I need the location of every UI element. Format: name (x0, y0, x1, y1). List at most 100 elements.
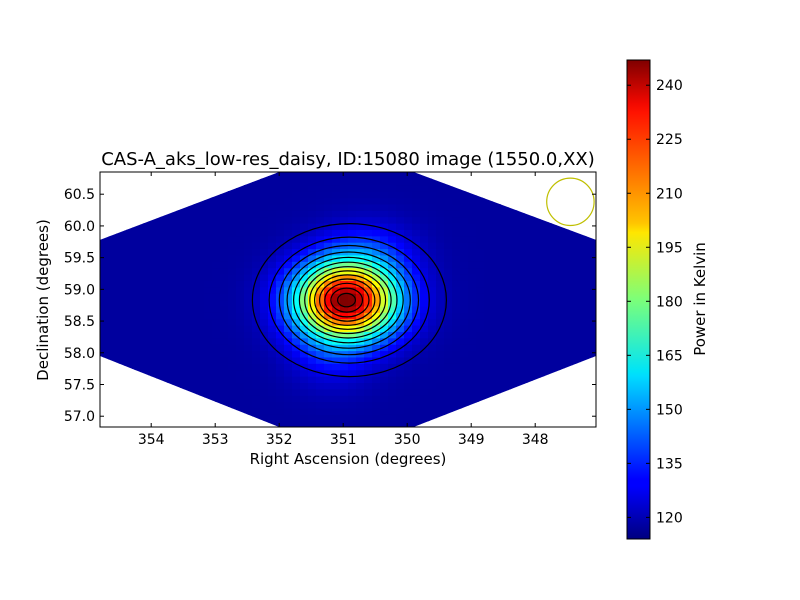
map-cell (156, 312, 165, 320)
map-cell (452, 344, 461, 352)
map-cell (316, 312, 325, 320)
map-cell (244, 223, 253, 230)
map-cell (356, 216, 365, 224)
map-cell (196, 216, 205, 224)
map-cell (284, 376, 293, 383)
map-cell (516, 318, 525, 326)
map-cell (388, 382, 397, 390)
map-cell (412, 376, 421, 383)
map-cell (324, 254, 333, 262)
map-cell (156, 344, 165, 352)
map-cell (324, 274, 333, 281)
map-cell (244, 318, 253, 326)
map-cell (284, 344, 293, 352)
map-cell (292, 395, 301, 403)
map-cell (236, 274, 245, 281)
map-cell (172, 286, 181, 294)
map-cell (532, 363, 541, 371)
map-cell (332, 210, 341, 218)
map-cell (356, 191, 365, 199)
map-cell (212, 312, 221, 320)
map-cell (556, 299, 565, 307)
map-cell (348, 369, 357, 377)
map-cell (172, 376, 181, 383)
map-cell (188, 235, 197, 243)
map-cell (388, 420, 397, 427)
map-cell (228, 223, 237, 230)
map-cell (196, 203, 205, 211)
map-cell (556, 325, 565, 332)
map-cell (284, 318, 293, 326)
map-cell (420, 197, 429, 205)
map-cell (332, 197, 341, 205)
map-cell (100, 286, 109, 294)
map-cell (380, 229, 389, 237)
map-cell (220, 210, 229, 218)
map-cell (196, 299, 205, 307)
map-cell (460, 203, 469, 211)
map-cell (476, 235, 485, 243)
map-cell (460, 242, 469, 250)
map-cell (564, 267, 573, 275)
map-cell (340, 210, 349, 218)
map-cell (564, 305, 573, 313)
map-cell (388, 267, 397, 275)
map-cell (204, 267, 213, 275)
map-cell (124, 337, 133, 345)
map-cell (428, 216, 437, 224)
map-cell (188, 376, 197, 383)
map-cell (292, 254, 301, 262)
map-cell (348, 407, 357, 415)
map-cell (260, 363, 269, 371)
map-cell (316, 414, 325, 422)
map-cell (268, 388, 277, 396)
map-cell (452, 254, 461, 262)
map-cell (580, 350, 589, 358)
map-cell (196, 210, 205, 218)
map-cell (364, 280, 373, 288)
map-cell (308, 299, 317, 307)
map-cell (484, 286, 493, 294)
map-cell (372, 197, 381, 205)
map-cell (276, 267, 285, 275)
map-cell (260, 337, 269, 345)
map-cell (484, 325, 493, 332)
map-cell (244, 261, 253, 269)
map-cell (220, 267, 229, 275)
map-cell (260, 229, 269, 237)
map-cell (420, 382, 429, 390)
map-cell (276, 242, 285, 250)
map-cell (508, 356, 517, 364)
map-cell (468, 299, 477, 307)
map-cell (228, 318, 237, 326)
map-cell (132, 299, 141, 307)
map-cell (556, 248, 565, 256)
map-cell (388, 401, 397, 409)
map-cell (468, 344, 477, 352)
map-cell (404, 376, 413, 383)
map-cell (484, 344, 493, 352)
map-cell (476, 325, 485, 332)
map-cell (324, 293, 333, 301)
map-cell (364, 363, 373, 371)
map-cell (332, 178, 341, 186)
map-cell (220, 286, 229, 294)
map-cell (460, 318, 469, 326)
map-cell (428, 223, 437, 230)
map-cell (316, 331, 325, 339)
map-cell (468, 280, 477, 288)
map-cell (188, 344, 197, 352)
map-cell (588, 331, 596, 339)
map-cell (356, 331, 365, 339)
map-cell (300, 184, 309, 192)
map-cell (516, 286, 525, 294)
map-cell (164, 312, 173, 320)
map-cell (356, 369, 365, 377)
map-cell (372, 299, 381, 307)
map-cell (444, 369, 453, 377)
map-cell (420, 337, 429, 345)
map-cell (124, 267, 133, 275)
map-cell (212, 267, 221, 275)
map-cell (452, 191, 461, 199)
map-cell (140, 331, 149, 339)
